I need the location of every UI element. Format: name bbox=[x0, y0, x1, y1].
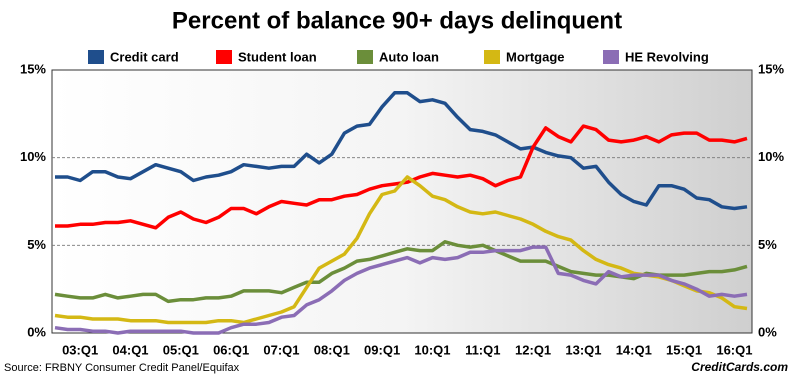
x-tick-label: 12:Q1 bbox=[515, 342, 551, 357]
x-tick-label: 10:Q1 bbox=[414, 342, 450, 357]
x-tick-label: 09:Q1 bbox=[364, 342, 400, 357]
x-tick-label: 15:Q1 bbox=[666, 342, 702, 357]
x-tick-label: 07:Q1 bbox=[263, 342, 299, 357]
legend-swatch bbox=[357, 50, 373, 64]
x-tick-label: 16:Q1 bbox=[716, 342, 752, 357]
x-tick-label: 11:Q1 bbox=[465, 342, 500, 357]
legend-swatch bbox=[603, 50, 619, 64]
y2-tick-label: 5% bbox=[758, 237, 777, 252]
y-tick-label: 5% bbox=[27, 237, 46, 252]
chart-title: Percent of balance 90+ days delinquent bbox=[172, 7, 622, 34]
series-line bbox=[54, 245, 748, 335]
y-tick-label: 0% bbox=[27, 324, 46, 339]
legend-label: Mortgage bbox=[506, 49, 565, 64]
x-tick-label: 06:Q1 bbox=[213, 342, 249, 357]
x-tick-label: 08:Q1 bbox=[314, 342, 350, 357]
legend-swatch bbox=[484, 50, 500, 64]
x-tick-label: 05:Q1 bbox=[163, 342, 199, 357]
series-line bbox=[54, 175, 748, 325]
legend-label: Credit card bbox=[110, 49, 179, 64]
source-note: Source: FRBNY Consumer Credit Panel/Equi… bbox=[4, 362, 240, 374]
x-tick-label: 14:Q1 bbox=[616, 342, 652, 357]
y2-tick-label: 10% bbox=[758, 149, 784, 164]
y2-tick-label: 15% bbox=[758, 61, 784, 76]
y2-tick-label: 0% bbox=[758, 324, 777, 339]
x-tick-label: 03:Q1 bbox=[62, 342, 98, 357]
brand: CreditCards.com bbox=[691, 360, 788, 374]
legend-swatch bbox=[88, 50, 104, 64]
y-tick-label: 15% bbox=[20, 61, 46, 76]
x-tick-label: 13:Q1 bbox=[565, 342, 601, 357]
y-tick-label: 10% bbox=[20, 149, 46, 164]
legend-label: HE Revolving bbox=[625, 49, 709, 64]
series-line bbox=[55, 91, 748, 211]
series-line bbox=[54, 240, 748, 304]
x-tick-label: 04:Q1 bbox=[112, 342, 148, 357]
legend-label: Auto loan bbox=[379, 49, 439, 64]
legend-label: Student loan bbox=[238, 49, 317, 64]
legend-swatch bbox=[216, 50, 232, 64]
